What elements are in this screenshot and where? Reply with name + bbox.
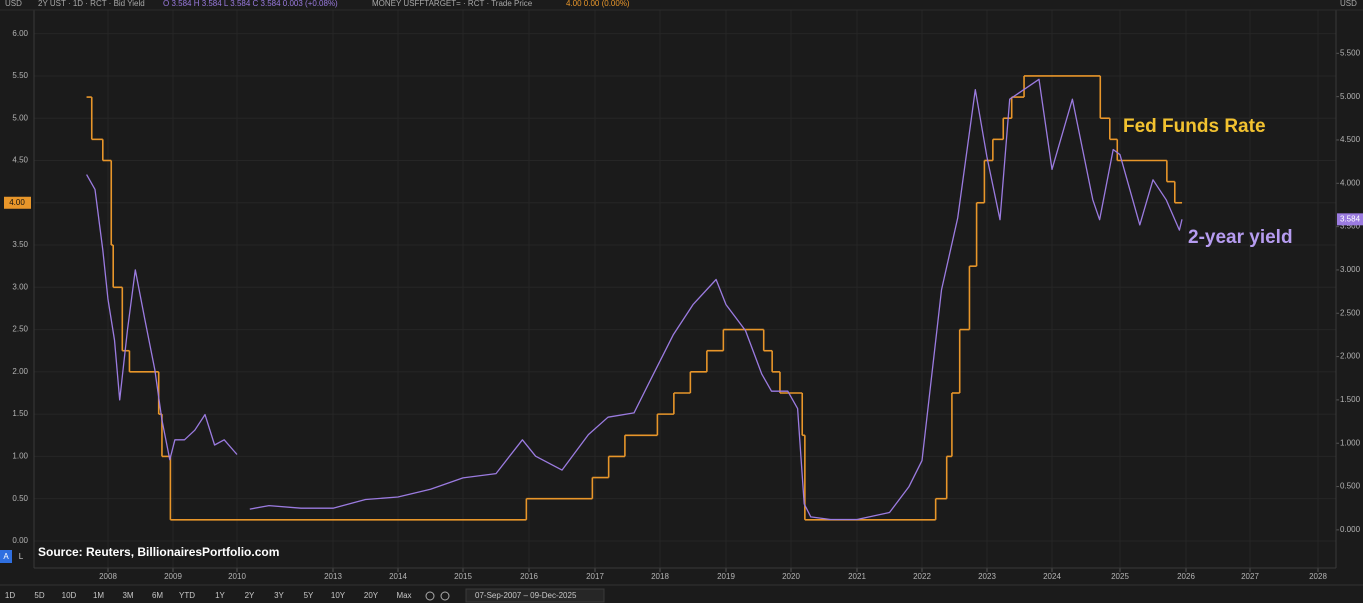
y-tick-label: 6.00 — [12, 29, 28, 38]
grid-layer: 2008 2009 2010 2013 2014 2015 2016 2017 2018 2019… — [12, 10, 1361, 581]
x-tick-label: 2009 — [164, 572, 182, 581]
y2-tick-label: 0.000 — [1340, 525, 1361, 534]
y-tick-label: 2.50 — [12, 325, 28, 334]
x-tick-label: 2020 — [782, 572, 800, 581]
y2-axis-unit[interactable]: USD — [1340, 0, 1357, 8]
price-tag-box — [1337, 213, 1363, 226]
range-button[interactable]: 3Y — [274, 591, 284, 600]
date-range-box[interactable] — [465, 588, 605, 603]
range-button[interactable]: 1D — [5, 591, 15, 600]
legend-fed-values: 4.00 0.00 (0.00%) — [566, 0, 630, 8]
range-button[interactable]: 3M — [122, 591, 133, 600]
y-tick-label: 0.00 — [12, 536, 28, 545]
yield-line — [86, 174, 238, 461]
x-tick-label: 2021 — [848, 572, 866, 581]
x-tick-label: 2028 — [1309, 572, 1327, 581]
x-tick-label: 2022 — [913, 572, 931, 581]
range-button[interactable]: 10Y — [331, 591, 346, 600]
series-annotation: Fed Funds Rate — [1123, 116, 1266, 137]
yield-line — [249, 78, 1183, 521]
y-tick-label: 4.50 — [12, 156, 28, 165]
legend-yield-ohlc: O 3.584 H 3.584 L 3.584 C 3.584 0.003 (+… — [163, 0, 338, 8]
y2-tick-label: 4.000 — [1340, 178, 1361, 187]
log-scale-label[interactable]: L — [19, 552, 24, 561]
y2-tick-label: 2.500 — [1340, 308, 1361, 317]
y-tick-label: 1.00 — [12, 452, 28, 461]
y-tick-label: 3.00 — [12, 282, 28, 291]
range-button[interactable]: 1M — [93, 591, 104, 600]
y2-tick-label: 3.500 — [1340, 222, 1361, 231]
y-tick-label: 3.50 — [12, 240, 28, 249]
legend-yield[interactable]: 2Y UST · 1D · RCT · Bid Yield — [38, 0, 145, 8]
y-tick-label: 0.50 — [12, 494, 28, 503]
series-annotation: 2-year yield — [1188, 227, 1293, 248]
x-tick-label: 2018 — [651, 572, 669, 581]
y2-tick-label: 5.500 — [1340, 48, 1361, 57]
x-tick-label: 2024 — [1043, 572, 1061, 581]
x-tick-label: 2026 — [1177, 572, 1195, 581]
range-button[interactable]: YTD — [179, 591, 195, 600]
range-button[interactable]: Max — [396, 591, 411, 600]
y-tick-label: 1.50 — [12, 409, 28, 418]
settings-icon[interactable] — [425, 591, 435, 601]
x-tick-label: 2010 — [228, 572, 246, 581]
price-tag: 4.00 — [9, 198, 25, 207]
x-tick-label: 2008 — [99, 572, 117, 581]
range-button[interactable]: 1Y — [215, 591, 225, 600]
range-button[interactable]: 5D — [34, 591, 44, 600]
y-tick-label: 5.50 — [12, 71, 28, 80]
y2-tick-label: 2.000 — [1340, 352, 1361, 361]
x-tick-label: 2027 — [1241, 572, 1259, 581]
price-tag: 3.584 — [1340, 214, 1361, 223]
x-tick-label: 2025 — [1111, 572, 1129, 581]
x-tick-label: 2017 — [586, 572, 604, 581]
y2-tick-label: 1.000 — [1340, 438, 1361, 447]
y2-tick-label: 4.500 — [1340, 135, 1361, 144]
legend-fed[interactable]: MONEY USFFTARGET= · RCT · Trade Price — [372, 0, 533, 8]
price-tag-box — [4, 196, 31, 209]
y-tick-label: 5.00 — [12, 113, 28, 122]
source-note: Source: Reuters, BillionairesPortfolio.c… — [38, 545, 279, 559]
y2-tick-label: 0.500 — [1340, 482, 1361, 491]
y2-tick-label: 3.000 — [1340, 265, 1361, 274]
x-tick-label: 2019 — [717, 572, 735, 581]
x-tick-label: 2014 — [389, 572, 407, 581]
x-tick-label: 2016 — [520, 572, 538, 581]
auto-scale-label[interactable]: A — [3, 552, 9, 561]
y2-tick-label: 1.500 — [1340, 395, 1361, 404]
y2-tick-label: 5.000 — [1340, 92, 1361, 101]
range-button[interactable]: 5Y — [304, 591, 314, 600]
plot-area: 4.00 3.584 Fed Funds Rate 2-year yield — [4, 75, 1363, 521]
x-tick-label: 2023 — [978, 572, 996, 581]
range-button[interactable]: 20Y — [364, 591, 379, 600]
toolbar: 1D 5D 10D 1M 3M 6M YTD 1Y 2Y 3Y 5Y 10Y 20Y Max 07-Sep-… — [5, 588, 605, 603]
range-button[interactable]: 10D — [62, 591, 77, 600]
y-axis-unit[interactable]: USD — [5, 0, 22, 8]
auto-scale-button[interactable] — [0, 550, 12, 563]
range-button[interactable]: 2Y — [245, 591, 255, 600]
date-range[interactable]: 07-Sep-2007 – 09-Dec-2025 — [475, 591, 577, 600]
range-button[interactable]: 6M — [152, 591, 163, 600]
x-tick-label: 2013 — [324, 572, 342, 581]
x-tick-label: 2015 — [454, 572, 472, 581]
zoom-icon[interactable] — [440, 591, 450, 601]
y-tick-label: 2.00 — [12, 367, 28, 376]
